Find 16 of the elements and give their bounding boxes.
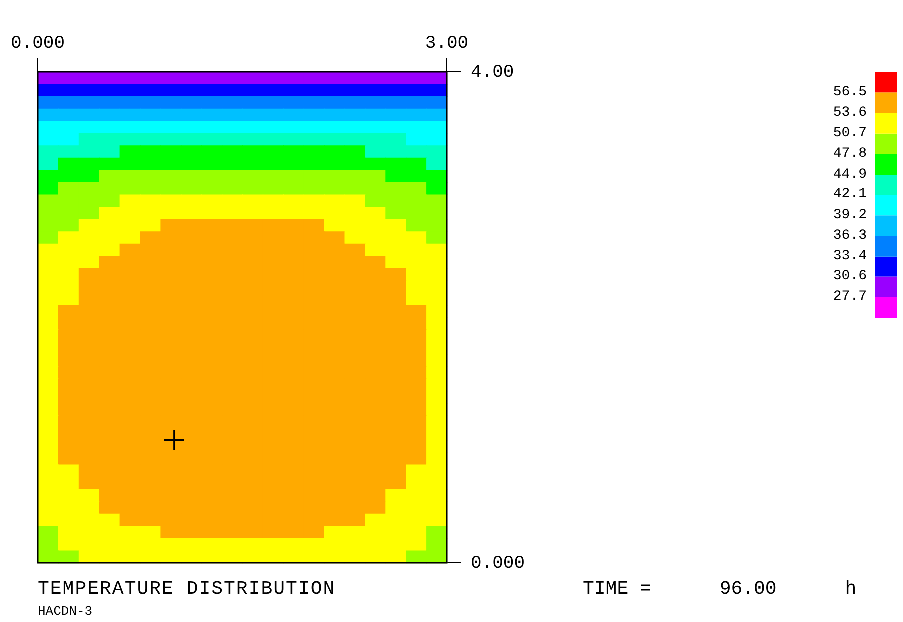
- color-bar-label: 47.8: [833, 146, 867, 162]
- color-bar-label: 56.5: [833, 84, 867, 100]
- x-tick-label: 3.00: [425, 34, 469, 54]
- color-bar-label: 27.7: [833, 289, 867, 306]
- text: HACDN-3: [38, 604, 93, 619]
- color-bar-label: 50.7: [833, 126, 867, 142]
- color-bar-label: 44.9: [833, 166, 867, 183]
- color-bar-label: 42.1: [833, 186, 867, 203]
- color-bar-label: 30.6: [833, 268, 867, 284]
- color-bar-label: 33.4: [833, 248, 867, 265]
- color-bar-label: 39.2: [833, 207, 867, 224]
- color-bar-label: 36.3: [833, 228, 867, 244]
- text: TIME = 96.00 h: [583, 578, 857, 600]
- color-bar-label: 53.6: [833, 104, 867, 121]
- y-tick-label: 4.00: [471, 62, 514, 83]
- text: TEMPERATURE DISTRIBUTION: [38, 578, 336, 600]
